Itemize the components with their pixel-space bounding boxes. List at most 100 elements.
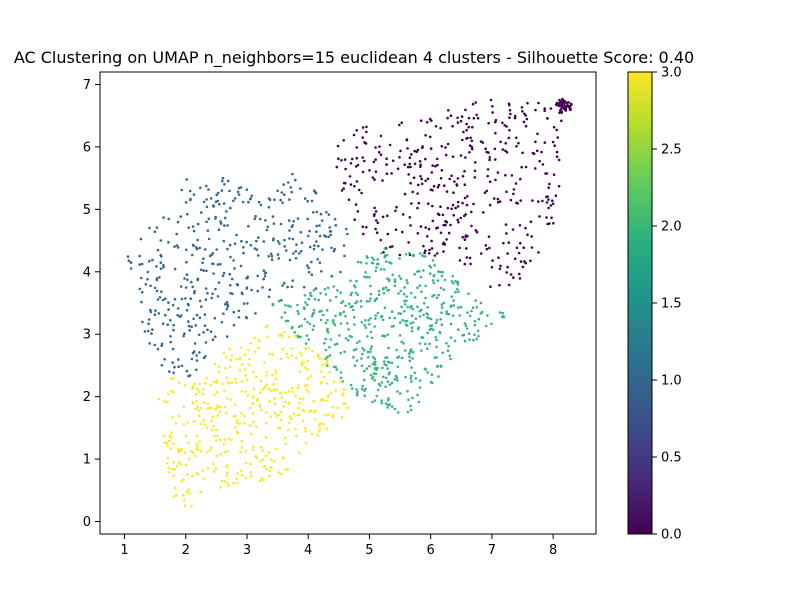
scatter-point-cluster-1 bbox=[286, 285, 289, 289]
scatter-point-cluster-2 bbox=[398, 321, 402, 324]
scatter-point-cluster-2 bbox=[450, 280, 454, 283]
scatter-point-cluster-0 bbox=[363, 141, 366, 144]
scatter-point-cluster-3 bbox=[169, 447, 173, 450]
scatter-point-cluster-2 bbox=[290, 326, 294, 330]
scatter-point-cluster-2 bbox=[367, 319, 370, 322]
scatter-point-cluster-0 bbox=[521, 265, 525, 269]
scatter-point-cluster-0 bbox=[529, 220, 533, 223]
scatter-point-cluster-0 bbox=[464, 213, 468, 216]
scatter-point-cluster-0 bbox=[401, 230, 404, 234]
scatter-point-cluster-3 bbox=[215, 428, 218, 432]
scatter-point-cluster-3 bbox=[252, 420, 255, 424]
scatter-point-cluster-1 bbox=[271, 215, 275, 218]
scatter-point-cluster-3 bbox=[265, 467, 269, 471]
scatter-point-cluster-0 bbox=[524, 124, 528, 128]
scatter-point-cluster-3 bbox=[198, 382, 201, 386]
scatter-point-cluster-2 bbox=[437, 375, 440, 378]
scatter-point-cluster-1 bbox=[264, 219, 267, 222]
scatter-point-cluster-0 bbox=[419, 165, 422, 168]
scatter-point-cluster-0 bbox=[487, 235, 491, 238]
scatter-point-cluster-3 bbox=[174, 422, 178, 425]
scatter-point-cluster-1 bbox=[198, 351, 201, 354]
scatter-point-cluster-3 bbox=[238, 357, 242, 361]
scatter-point-cluster-2 bbox=[386, 403, 390, 407]
scatter-point-cluster-0 bbox=[471, 125, 474, 129]
scatter-point-cluster-0 bbox=[522, 246, 525, 249]
scatter-point-cluster-1 bbox=[126, 255, 130, 258]
scatter-point-cluster-0 bbox=[517, 141, 520, 145]
colorbar-tick-label: 2.0 bbox=[661, 220, 682, 235]
scatter-point-cluster-0 bbox=[355, 146, 359, 149]
scatter-point-cluster-2 bbox=[375, 266, 378, 269]
scatter-point-cluster-3 bbox=[177, 461, 181, 464]
scatter-point-cluster-0 bbox=[373, 178, 376, 181]
scatter-point-cluster-3 bbox=[342, 388, 346, 391]
scatter-point-cluster-0 bbox=[344, 167, 347, 171]
scatter-point-cluster-2 bbox=[436, 279, 440, 282]
scatter-point-cluster-2 bbox=[387, 346, 390, 350]
scatter-point-cluster-0 bbox=[424, 134, 427, 137]
scatter-point-cluster-0 bbox=[360, 191, 363, 195]
scatter-point-cluster-1 bbox=[187, 320, 190, 323]
scatter-point-cluster-1 bbox=[225, 307, 229, 311]
scatter-point-cluster-1 bbox=[208, 254, 212, 258]
scatter-point-cluster-3 bbox=[240, 469, 243, 472]
scatter-point-cluster-2 bbox=[379, 384, 382, 387]
scatter-point-cluster-2 bbox=[323, 287, 327, 291]
scatter-point-cluster-1 bbox=[263, 275, 267, 278]
scatter-point-cluster-2 bbox=[409, 374, 413, 378]
scatter-point-cluster-1 bbox=[190, 280, 193, 284]
scatter-point-cluster-0 bbox=[424, 157, 427, 161]
scatter-point-cluster-3 bbox=[174, 486, 177, 490]
scatter-point-cluster-1 bbox=[171, 303, 175, 307]
scatter-point-cluster-3 bbox=[219, 438, 222, 442]
scatter-point-cluster-2 bbox=[381, 287, 385, 291]
scatter-point-cluster-0 bbox=[428, 248, 431, 252]
scatter-point-cluster-1 bbox=[154, 309, 157, 312]
scatter-point-cluster-3 bbox=[212, 424, 215, 428]
scatter-point-cluster-0 bbox=[463, 262, 467, 266]
scatter-point-cluster-2 bbox=[307, 338, 311, 341]
scatter-point-cluster-1 bbox=[221, 176, 225, 180]
scatter-point-cluster-3 bbox=[249, 341, 253, 345]
colorbar-tick-label: 1.0 bbox=[661, 374, 682, 389]
scatter-point-cluster-3 bbox=[197, 409, 201, 412]
scatter-point-cluster-2 bbox=[441, 270, 444, 274]
scatter-point-cluster-2 bbox=[400, 356, 404, 360]
scatter-point-cluster-1 bbox=[160, 342, 164, 346]
scatter-point-cluster-1 bbox=[236, 190, 240, 194]
scatter-point-cluster-2 bbox=[447, 312, 451, 316]
scatter-point-cluster-1 bbox=[206, 291, 209, 295]
scatter-point-cluster-0 bbox=[547, 206, 550, 210]
scatter-point-cluster-1 bbox=[191, 285, 194, 289]
scatter-point-cluster-0 bbox=[510, 174, 514, 177]
scatter-point-cluster-0 bbox=[558, 111, 561, 114]
scatter-point-cluster-0 bbox=[508, 129, 511, 132]
scatter-point-cluster-0 bbox=[485, 247, 489, 251]
scatter-point-cluster-2 bbox=[296, 309, 300, 313]
scatter-point-cluster-2 bbox=[386, 254, 389, 257]
scatter-point-cluster-3 bbox=[312, 399, 316, 403]
scatter-point-cluster-0 bbox=[546, 195, 549, 198]
scatter-point-cluster-2 bbox=[412, 254, 416, 257]
scatter-point-cluster-0 bbox=[347, 198, 351, 201]
scatter-point-cluster-0 bbox=[381, 179, 384, 182]
scatter-point-cluster-0 bbox=[461, 235, 465, 239]
scatter-point-cluster-2 bbox=[326, 286, 330, 290]
scatter-point-cluster-2 bbox=[434, 335, 438, 339]
scatter-point-cluster-3 bbox=[258, 479, 262, 483]
scatter-point-cluster-1 bbox=[262, 269, 266, 273]
scatter-point-cluster-2 bbox=[312, 308, 316, 312]
scatter-point-cluster-1 bbox=[231, 292, 234, 296]
scatter-point-cluster-3 bbox=[240, 439, 244, 443]
scatter-point-cluster-2 bbox=[380, 399, 383, 402]
scatter-point-cluster-2 bbox=[420, 290, 423, 294]
scatter-point-cluster-3 bbox=[297, 413, 301, 416]
scatter-point-cluster-0 bbox=[457, 220, 460, 224]
scatter-point-cluster-3 bbox=[271, 353, 275, 356]
scatter-point-cluster-1 bbox=[282, 281, 286, 285]
scatter-point-cluster-1 bbox=[203, 324, 207, 328]
scatter-point-cluster-0 bbox=[505, 232, 508, 235]
scatter-point-cluster-1 bbox=[155, 289, 159, 293]
